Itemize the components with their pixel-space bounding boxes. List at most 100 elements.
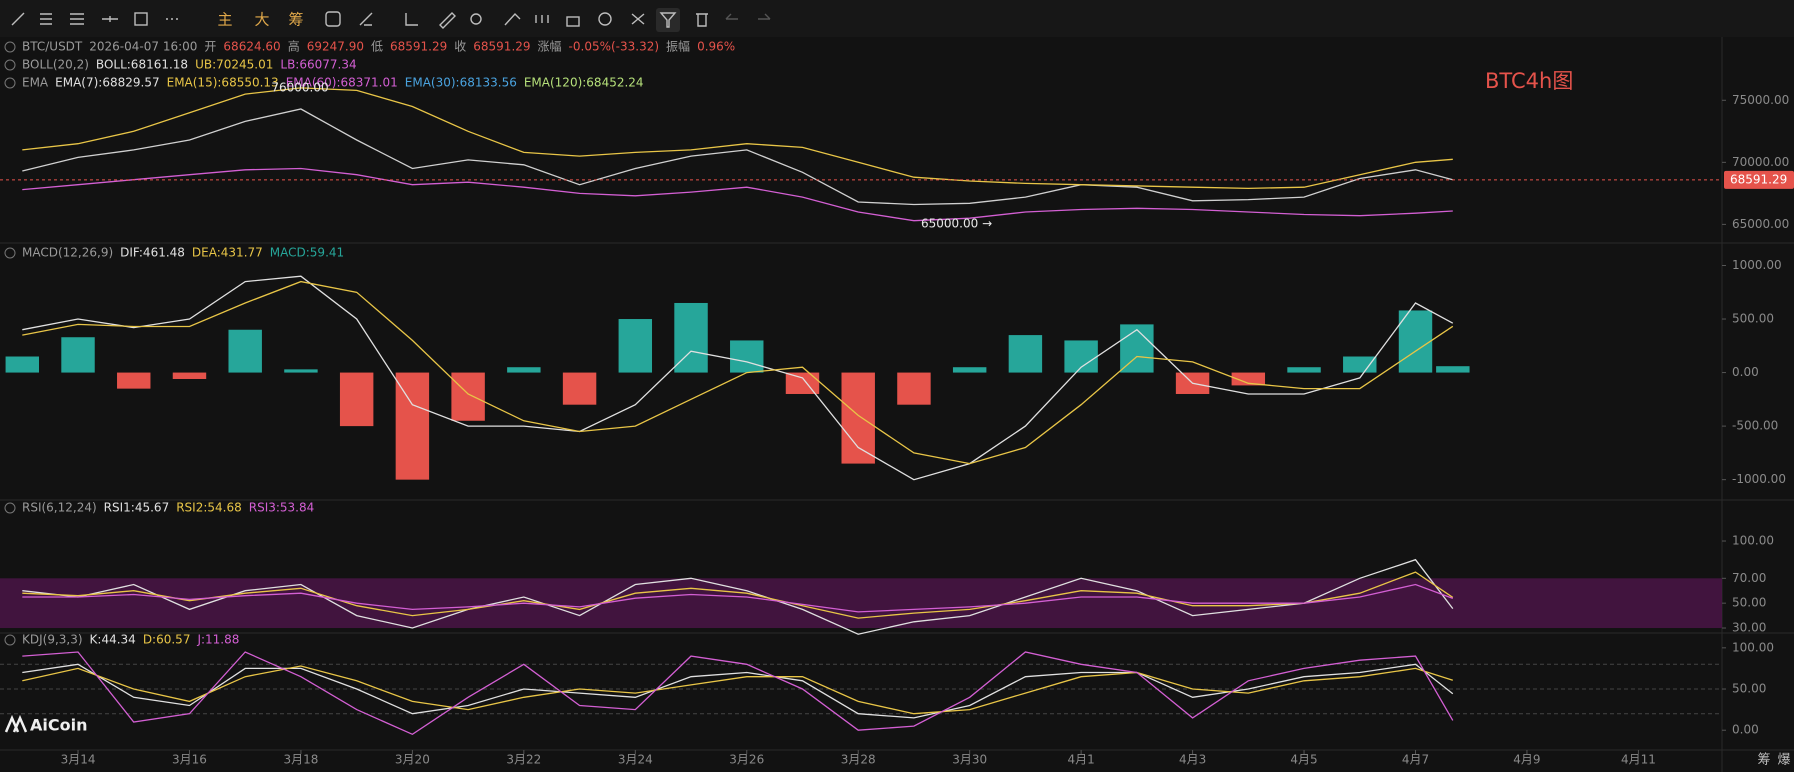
x-tick-label: 3月28 [841,753,876,767]
header-text: EMA(30):68133.56 [405,76,517,90]
macd-bar [228,329,262,373]
tool-magnet[interactable] [631,13,645,25]
tool-filter-bg [656,8,680,32]
header-text: 0.96% [697,40,735,54]
toolbar [0,0,1794,37]
x-tick-label: 4月7 [1402,753,1429,767]
tool-filter[interactable] [659,12,677,28]
x-tick-label: 3月20 [395,753,430,767]
macd-bar [1436,366,1470,373]
x-tick-label: 3月16 [172,753,207,767]
tool-lock[interactable] [566,16,580,27]
header-text: J:11.88 [196,633,239,647]
indicator-line [22,651,1454,736]
y-tick-label: 0.00 [1732,365,1759,379]
header-text: RSI(6,12,24) [22,501,97,515]
tool-menu[interactable] [70,13,84,25]
tool-lines[interactable] [40,13,52,25]
indicator-line [22,275,1454,481]
header-text: DIF:461.48 [120,246,185,260]
y-tick-label: 500.00 [1732,312,1774,326]
header-text: 68591.29 [390,40,447,54]
header-text: 68591.29 [473,40,530,54]
macd-bar [1343,356,1377,373]
indicator-line [22,280,1454,465]
header-text: -0.05%(-33.32) [569,40,660,54]
toolbar-button[interactable]: 主 [217,11,232,29]
last-price-tag [1724,170,1794,189]
indicator-line [22,558,1454,635]
macd-bar [507,367,541,373]
macd-bar [562,372,597,405]
y-tick-label: 1000.00 [1732,258,1782,272]
y-tick-label: 75000.00 [1732,93,1789,107]
y-tick-label: 100.00 [1732,534,1774,548]
macd-bar [395,372,430,480]
tool-crop[interactable] [405,13,418,26]
tool-ruler[interactable] [439,12,456,29]
macd-bar [1008,335,1043,373]
y-tick-label: 30.00 [1732,621,1766,635]
tool-brush[interactable] [504,12,521,26]
x-tick-label: 3月18 [283,753,318,767]
macd-bar [730,340,764,373]
header-text: LB:66077.34 [280,58,356,72]
header-text: 低 [371,40,383,54]
toolbar-button[interactable]: 大 [254,11,269,29]
watermark-logo [4,714,28,733]
tool-edit[interactable] [359,12,373,26]
y-tick-label: -1000.00 [1732,472,1786,486]
header-icon [4,77,16,89]
indicator-line [22,167,1453,222]
header-text: BOLL:68161.18 [96,58,188,72]
header-text: KDJ(9,3,3) [22,633,83,647]
price-annotation: 76000.00 [271,81,328,95]
toolbar-button[interactable]: 筹 [288,11,303,29]
corner-button[interactable]: 爆 [1777,753,1790,768]
y-tick-label: 50.00 [1732,596,1766,610]
tool-zoom[interactable] [470,13,482,25]
tool-delete[interactable] [696,13,708,27]
rsi-band [0,578,1722,629]
macd-bar [1287,367,1321,373]
x-tick-label: 3月26 [729,753,764,767]
header-text: EMA(7):68829.57 [55,76,159,90]
y-tick-label: 70000.00 [1732,155,1789,169]
header-text: 涨幅 [538,39,562,54]
header-icon [4,634,16,646]
x-tick-label: 3月22 [506,753,541,767]
header-text: MACD:59.41 [270,246,344,260]
x-tick-label: 4月9 [1513,753,1540,767]
header-text: EMA(60):68371.01 [286,76,398,90]
x-tick-label: 4月1 [1067,753,1094,767]
x-tick-label: 4月5 [1290,753,1317,767]
macd-bar [952,367,987,373]
tool-hline[interactable] [102,16,118,22]
tool-line[interactable] [11,12,25,26]
tool-rect[interactable] [134,12,148,26]
watermark: AiCoin [30,716,87,735]
header-text: UB:70245.01 [195,58,273,72]
tool-eye[interactable] [598,12,612,26]
macd-bar [451,372,485,421]
tool-sync[interactable] [325,11,341,27]
macd-bar [1231,372,1266,386]
corner-button[interactable]: 筹 [1757,752,1770,768]
header-text: EMA(15):68550.13 [167,76,279,90]
tool-redo[interactable] [758,13,771,20]
y-tick-label: -500.00 [1732,419,1778,433]
macd-bar [841,372,875,464]
tool-pattern[interactable] [535,15,549,23]
macd-bar [1398,310,1433,373]
header-icon [4,59,16,71]
y-tick-label: 100.00 [1732,640,1774,654]
header-text: 收 [454,40,466,54]
chart-note: BTC4h图 [1485,69,1573,93]
y-tick-label: 0.00 [1732,723,1759,737]
macd-bar [5,356,40,373]
tool-undo[interactable] [725,13,738,20]
header-text: 68624.60 [223,40,280,54]
price-annotation: 65000.00 → [921,217,992,231]
